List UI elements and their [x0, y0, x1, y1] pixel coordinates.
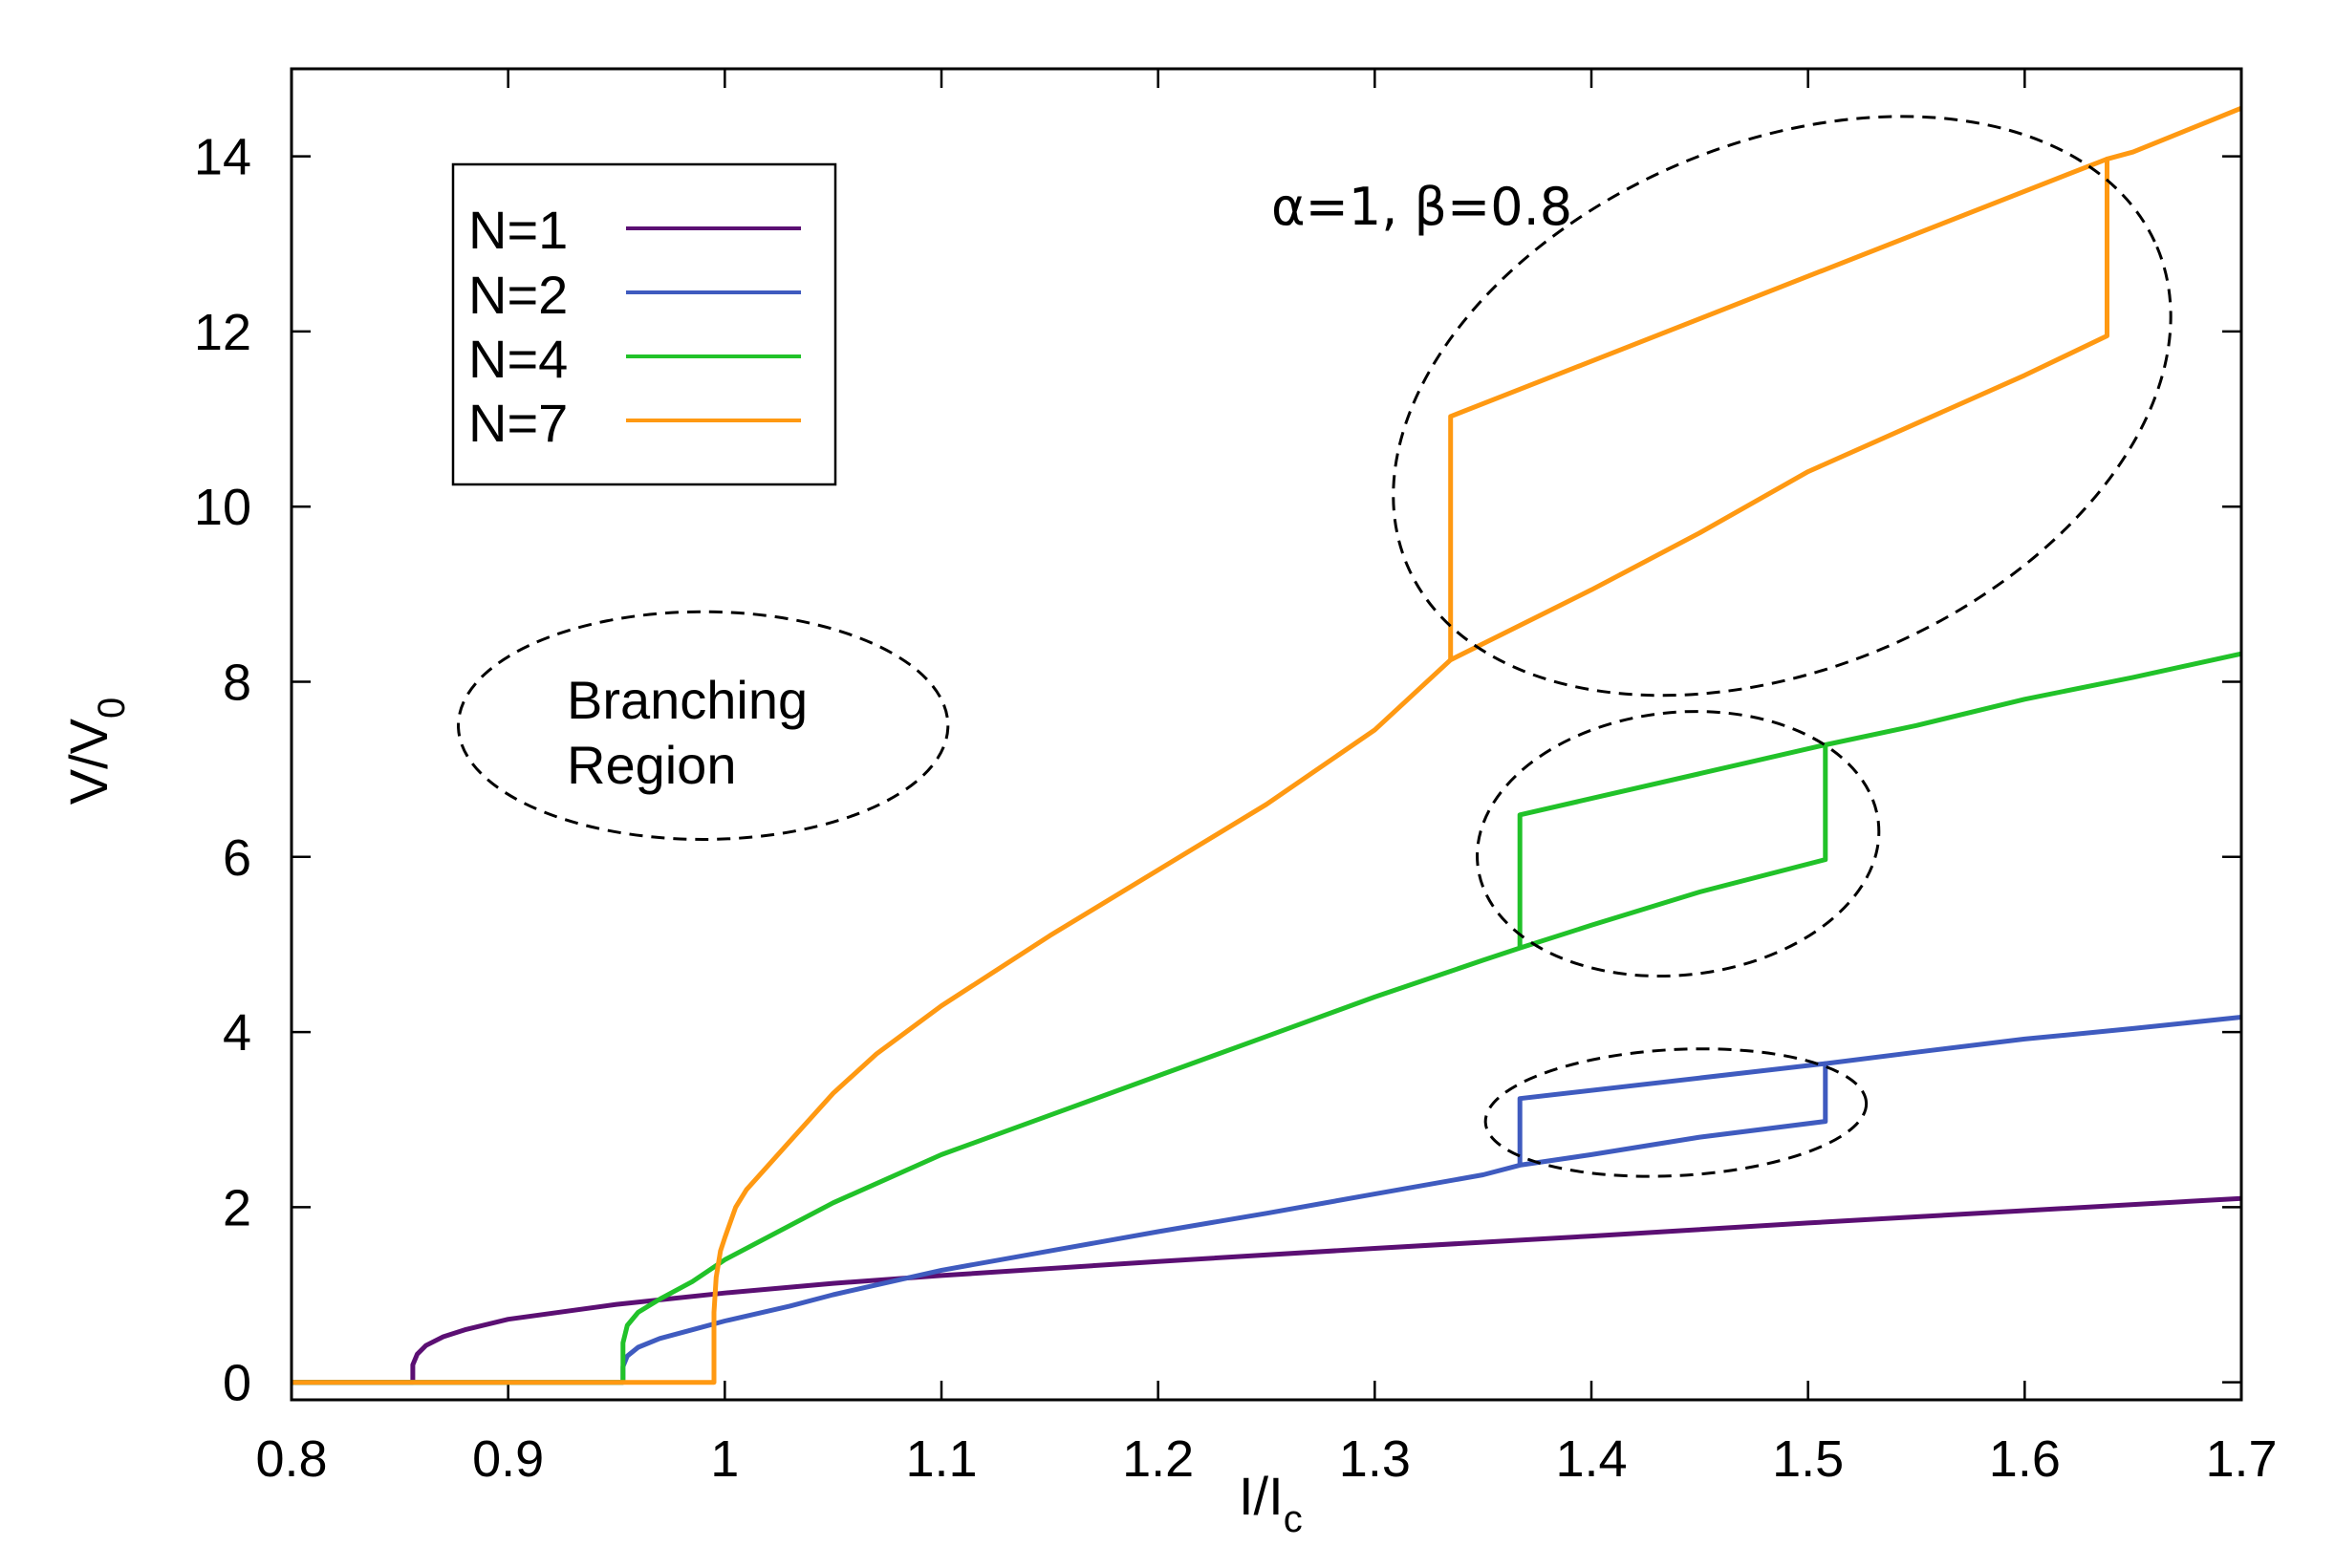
- series-hysteresis-n4: [1517, 742, 1827, 949]
- series-line-n1: [292, 1195, 2242, 1385]
- legend-label-n1: N=1: [468, 200, 568, 260]
- series-line-n7: [292, 105, 2242, 1385]
- x-tick-label: 1: [710, 1430, 739, 1488]
- y-tick-label: 2: [223, 1179, 251, 1236]
- legend: N=1 N=2 N=4 N=7: [451, 162, 837, 486]
- legend-box: [451, 162, 837, 486]
- x-axis-label: I/Ic: [1239, 1466, 1303, 1540]
- plot-frame: [290, 67, 2243, 1402]
- y-tick-label: 12: [194, 304, 251, 361]
- ellipse-n4-hysteresis: [1476, 710, 1881, 978]
- legend-entry-n4: N=4: [468, 329, 801, 389]
- series-layer: [292, 105, 2242, 1385]
- x-tick-label: 1.4: [1555, 1430, 1627, 1488]
- parameters-annotation: α=1, β=0.8: [1271, 177, 1572, 237]
- legend-entry-n2: N=2: [468, 265, 801, 325]
- series-hysteresis-n7: [1448, 157, 2108, 660]
- y-tick-label: 4: [223, 1004, 251, 1062]
- x-tick-label: 1.5: [1772, 1430, 1844, 1488]
- x-tick-label: 1.1: [905, 1430, 977, 1488]
- ellipse-n7-hysteresis: [1392, 115, 2173, 698]
- legend-label-n4: N=4: [468, 329, 568, 389]
- annotation-ellipses: [457, 115, 2173, 1178]
- y-tick-label: 14: [194, 129, 251, 186]
- legend-entry-n7: N=7: [468, 393, 801, 453]
- axis-ticks: [290, 69, 2243, 1400]
- legend-entry-n1: N=1: [468, 200, 801, 260]
- x-tick-label: 1.6: [1989, 1430, 2061, 1488]
- x-tick-label: 0.9: [472, 1430, 544, 1488]
- x-tick-label: 1.7: [2205, 1430, 2277, 1488]
- legend-label-n7: N=7: [468, 393, 568, 453]
- y-tick-labels: 0 2 4 6 8 10 12 14: [194, 129, 251, 1412]
- legend-label-n2: N=2: [468, 265, 568, 325]
- series-hysteresis-n2: [1517, 1061, 1827, 1166]
- y-tick-label: 10: [194, 479, 251, 536]
- y-tick-label: 8: [223, 655, 251, 712]
- branching-region-label-line2: Region: [567, 735, 736, 795]
- series-line-n2: [292, 1015, 2242, 1385]
- y-tick-label: 6: [223, 829, 251, 887]
- y-axis-label: V/V0: [58, 698, 133, 805]
- series-line-n4: [292, 651, 2242, 1385]
- ellipse-branching-region: [457, 610, 950, 841]
- ellipse-n2-hysteresis: [1483, 1047, 1869, 1178]
- x-tick-label: 0.8: [255, 1430, 327, 1488]
- y-tick-label: 0: [223, 1355, 251, 1412]
- x-tick-label: 1.3: [1339, 1430, 1411, 1488]
- x-tick-labels: 0.8 0.9 1 1.1 1.2 1.3 1.4 1.5 1.6 1.7: [255, 1430, 2277, 1488]
- branching-region-label-line1: Branching: [567, 670, 808, 730]
- x-tick-label: 1.2: [1122, 1430, 1194, 1488]
